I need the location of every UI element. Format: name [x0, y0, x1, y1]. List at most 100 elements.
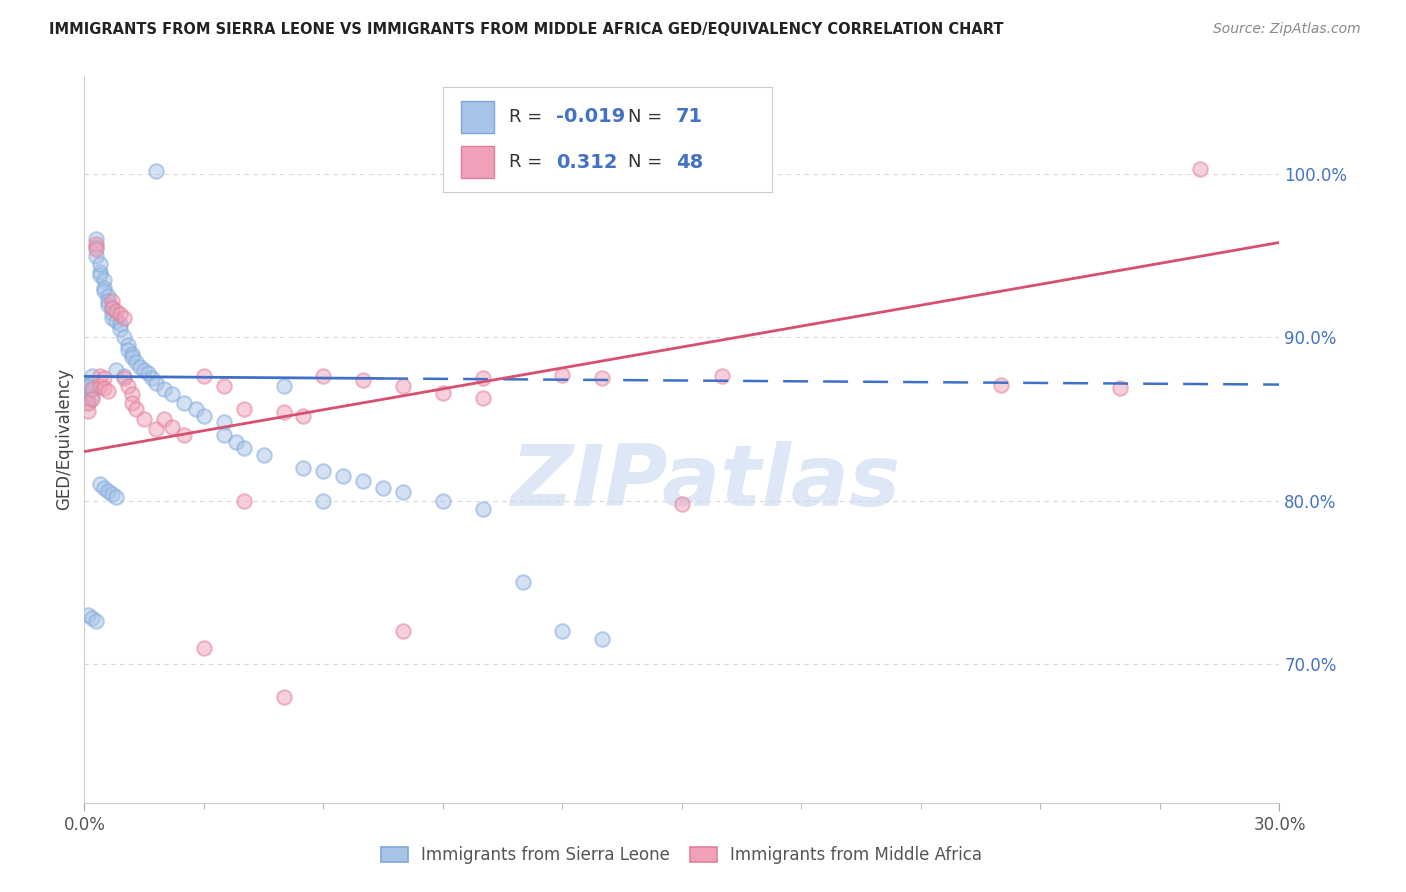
Point — [112, 330, 135, 344]
Point — [93, 273, 115, 287]
Point — [101, 294, 124, 309]
Point — [89, 257, 111, 271]
Point — [212, 428, 235, 442]
Point — [121, 346, 143, 360]
Point — [82, 389, 104, 403]
Point — [232, 442, 254, 456]
Point — [93, 381, 115, 395]
Point — [273, 690, 295, 704]
Point — [82, 383, 104, 397]
Text: R =: R = — [509, 108, 547, 126]
Point — [471, 391, 494, 405]
Text: N =: N = — [628, 153, 668, 171]
Point — [141, 371, 163, 385]
Point — [86, 240, 108, 254]
Point — [160, 387, 183, 401]
Point — [551, 624, 574, 639]
Point — [312, 493, 335, 508]
Point — [352, 373, 374, 387]
Point — [112, 371, 135, 385]
Text: 0.312: 0.312 — [557, 153, 617, 171]
Point — [273, 379, 295, 393]
Point — [132, 363, 156, 377]
Point — [232, 402, 254, 417]
Point — [93, 371, 115, 385]
Point — [97, 294, 120, 309]
Point — [145, 163, 167, 178]
Point — [591, 632, 613, 647]
Text: ZIPatlas: ZIPatlas — [510, 442, 901, 524]
Point — [432, 385, 454, 400]
Point — [145, 422, 167, 436]
Bar — [461, 146, 495, 178]
Point — [1188, 161, 1211, 176]
Text: -0.019: -0.019 — [557, 107, 626, 127]
Point — [89, 477, 111, 491]
Point — [136, 366, 159, 380]
Point — [160, 420, 183, 434]
Point — [1109, 381, 1132, 395]
Point — [77, 403, 100, 417]
Point — [101, 301, 124, 315]
Point — [77, 395, 100, 409]
Bar — [461, 101, 495, 133]
Point — [110, 317, 132, 331]
FancyBboxPatch shape — [443, 87, 772, 192]
Point — [101, 301, 124, 315]
Point — [105, 314, 128, 328]
Point — [292, 409, 315, 423]
Point — [471, 371, 494, 385]
Point — [89, 369, 111, 384]
Point — [105, 304, 128, 318]
Point — [129, 359, 152, 374]
Point — [990, 377, 1012, 392]
Point — [352, 474, 374, 488]
Point — [117, 343, 139, 358]
Point — [82, 383, 104, 397]
Point — [551, 368, 574, 382]
Point — [591, 371, 613, 385]
Point — [710, 369, 733, 384]
Point — [153, 412, 176, 426]
Point — [117, 338, 139, 352]
Point — [132, 412, 156, 426]
Point — [82, 611, 104, 625]
Point — [77, 395, 100, 409]
Point — [110, 322, 132, 336]
Point — [112, 310, 135, 325]
Point — [193, 409, 215, 423]
Point — [112, 369, 135, 384]
Point — [332, 469, 354, 483]
Point — [392, 485, 415, 500]
Text: 48: 48 — [676, 153, 703, 171]
Point — [89, 268, 111, 282]
Point — [121, 387, 143, 401]
Point — [89, 379, 111, 393]
Point — [101, 306, 124, 320]
Point — [77, 387, 100, 401]
Point — [173, 428, 195, 442]
Point — [86, 237, 108, 252]
Point — [225, 434, 247, 449]
Point — [117, 379, 139, 393]
Text: R =: R = — [509, 153, 547, 171]
Point — [97, 483, 120, 498]
Point — [82, 392, 104, 407]
Point — [292, 461, 315, 475]
Text: N =: N = — [628, 108, 668, 126]
Point — [392, 379, 415, 393]
Point — [86, 248, 108, 262]
Point — [97, 384, 120, 398]
Point — [93, 281, 115, 295]
Point — [93, 285, 115, 299]
Point — [77, 379, 100, 393]
Point — [212, 415, 235, 429]
Point — [121, 395, 143, 409]
Y-axis label: GED/Equivalency: GED/Equivalency — [55, 368, 73, 510]
Text: Source: ZipAtlas.com: Source: ZipAtlas.com — [1213, 22, 1361, 37]
Point — [193, 640, 215, 655]
Point — [232, 493, 254, 508]
Text: IMMIGRANTS FROM SIERRA LEONE VS IMMIGRANTS FROM MIDDLE AFRICA GED/EQUIVALENCY CO: IMMIGRANTS FROM SIERRA LEONE VS IMMIGRAN… — [49, 22, 1004, 37]
Legend: Immigrants from Sierra Leone, Immigrants from Middle Africa: Immigrants from Sierra Leone, Immigrants… — [375, 839, 988, 871]
Point — [512, 575, 534, 590]
